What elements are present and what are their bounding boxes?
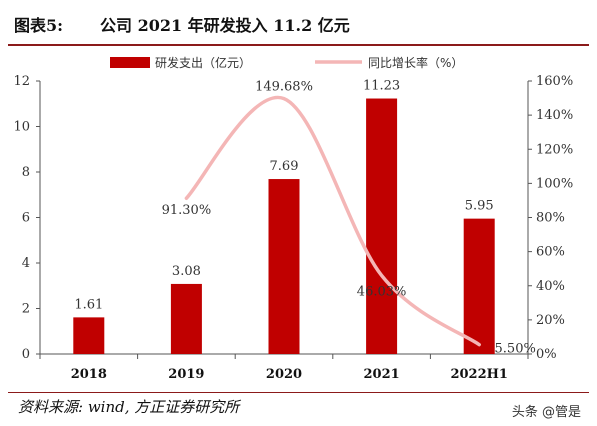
figure-title: 公司 2021 年研发投入 11.2 亿元 <box>100 16 350 35</box>
legend-bar-label: 研发支出（亿元） <box>155 55 251 70</box>
right-tick-label: 120% <box>536 142 573 157</box>
x-category-label: 2019 <box>168 367 204 382</box>
source-note: 资料来源: wind, 方正证券研究所 <box>18 398 240 416</box>
x-category-label: 2020 <box>266 367 302 382</box>
right-tick-label: 80% <box>536 211 565 226</box>
bar-value-label: 1.61 <box>74 297 103 312</box>
left-tick-label: 6 <box>22 211 30 226</box>
right-tick-label: 20% <box>536 313 565 328</box>
bar <box>73 317 105 354</box>
left-tick-label: 2 <box>22 302 30 317</box>
x-category-label: 2021 <box>364 367 400 382</box>
bar-value-label: 5.95 <box>465 199 494 214</box>
right-tick-label: 100% <box>536 176 573 191</box>
bar-value-label: 11.23 <box>363 79 400 94</box>
figure-header: 图表5: 公司 2021 年研发投入 11.2 亿元 <box>0 0 597 46</box>
left-tick-label: 12 <box>13 74 30 89</box>
growth-rate-label: 5.50% <box>495 342 536 357</box>
footer-rule <box>8 392 589 393</box>
bar <box>170 283 202 354</box>
bar <box>463 218 495 354</box>
growth-rate-label: 91.30% <box>162 203 212 218</box>
bar <box>268 179 300 354</box>
header-rule <box>8 44 589 46</box>
growth-rate-label: 46.03% <box>357 284 407 299</box>
right-tick-label: 140% <box>536 108 573 123</box>
right-tick-label: 60% <box>536 245 565 260</box>
bar <box>366 98 398 354</box>
figure-label: 图表5: <box>14 16 64 35</box>
watermark-text: 头条 @管是 <box>511 405 581 420</box>
chart-area: 0246810120%20%40%60%80%100%120%140%160%2… <box>13 55 573 382</box>
right-tick-label: 40% <box>536 279 565 294</box>
left-tick-label: 4 <box>22 256 30 271</box>
right-tick-label: 160% <box>536 74 573 89</box>
left-tick-label: 8 <box>22 165 30 180</box>
x-category-label: 2022H1 <box>450 367 508 382</box>
growth-rate-label: 149.68% <box>255 80 313 95</box>
bar-value-label: 7.69 <box>270 159 299 174</box>
legend-bar-swatch <box>110 57 150 68</box>
right-tick-label: 0% <box>536 347 557 362</box>
x-category-label: 2018 <box>71 367 107 382</box>
left-tick-label: 0 <box>22 347 30 362</box>
left-tick-label: 10 <box>13 120 30 135</box>
bar-value-label: 3.08 <box>172 264 201 279</box>
legend-line-label: 同比增长率（%） <box>368 55 463 70</box>
growth-rate-line <box>184 95 481 347</box>
